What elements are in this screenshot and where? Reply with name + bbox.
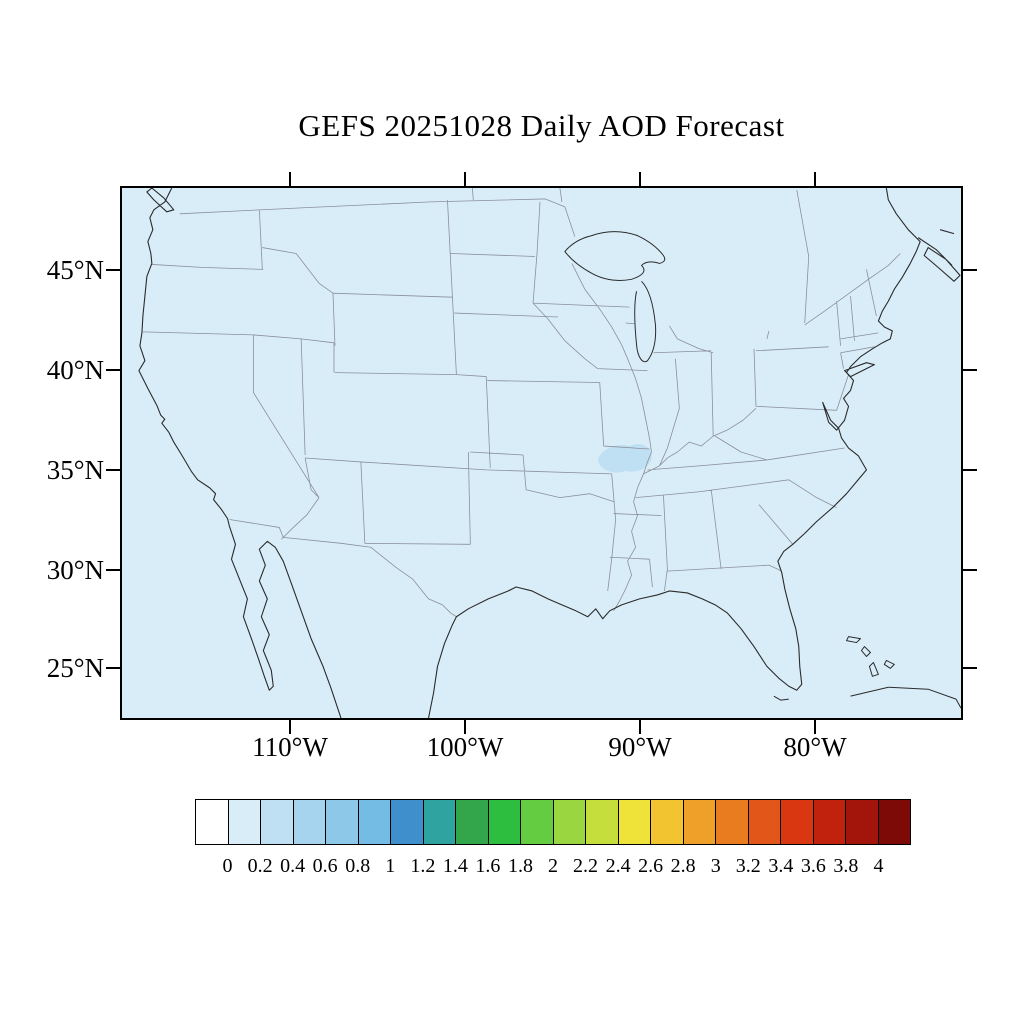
colorbar-tick-label: 0.6 xyxy=(312,855,338,877)
bottom-tick-mark xyxy=(814,720,816,734)
right-tick-mark xyxy=(963,369,977,371)
colorbar-cell xyxy=(423,800,456,844)
right-tick-mark xyxy=(963,569,977,571)
right-tick-mark xyxy=(963,269,977,271)
right-tick-mark xyxy=(963,469,977,471)
colorbar-cell xyxy=(196,800,229,844)
aod-field-background xyxy=(122,188,961,718)
colorbar-cell xyxy=(488,800,521,844)
figure-title: GEFS 20251028 Daily AOD Forecast xyxy=(298,108,785,143)
lon-tick-label: 100°W xyxy=(426,732,504,762)
bottom-tick-mark xyxy=(464,720,466,734)
colorbar-cell xyxy=(781,800,814,844)
coastlines xyxy=(138,188,961,718)
colorbar-tick-label: 3.2 xyxy=(735,855,761,877)
colorbar-cell xyxy=(521,800,554,844)
colorbar-tick-label: 2.8 xyxy=(670,855,696,877)
lon-tick-label: 90°W xyxy=(608,732,672,762)
islands xyxy=(773,636,961,709)
left-tick-mark xyxy=(106,269,120,271)
top-tick-mark xyxy=(464,172,466,186)
colorbar-cell xyxy=(618,800,651,844)
colorbar-cell xyxy=(586,800,619,844)
left-tick-mark xyxy=(106,469,120,471)
colorbar-cell xyxy=(391,800,424,844)
colorbar-tick-label: 0.4 xyxy=(280,855,306,877)
top-tick-mark xyxy=(289,172,291,186)
top-tick-mark xyxy=(639,172,641,186)
colorbar-tick-label: 3.6 xyxy=(800,855,826,877)
colorbar-tick-label: 1.4 xyxy=(442,855,468,877)
bottom-tick-mark xyxy=(289,720,291,734)
right-tick-mark xyxy=(963,667,977,669)
colorbar-cell xyxy=(261,800,294,844)
great-lakes xyxy=(564,231,666,363)
colorbar-tick-label: 0 xyxy=(222,855,233,877)
colorbar-tick-label: 1.6 xyxy=(475,855,501,877)
left-tick-mark xyxy=(106,667,120,669)
lon-tick-label: 80°W xyxy=(783,732,847,762)
colorbar-cell xyxy=(846,800,879,844)
lon-tick-label: 110°W xyxy=(252,732,328,762)
left-tick-mark xyxy=(106,569,120,571)
colorbar-tick-label: 3.4 xyxy=(768,855,794,877)
colorbar-tick-label: 2.2 xyxy=(573,855,599,877)
aod-patch xyxy=(597,444,652,473)
colorbar-cell xyxy=(293,800,326,844)
colorbar-tick-label: 2.4 xyxy=(605,855,631,877)
lat-tick-label: 45°N xyxy=(46,255,104,285)
colorbar-cell xyxy=(553,800,586,844)
colorbar-tick-label: 1.8 xyxy=(507,855,533,877)
colorbar-cell xyxy=(358,800,391,844)
colorbar-tick-label: 2.6 xyxy=(638,855,664,877)
colorbar-tick-label: 2 xyxy=(548,855,558,877)
colorbar-cell xyxy=(651,800,684,844)
colorbar xyxy=(195,799,911,845)
colorbar-cell xyxy=(228,800,261,844)
colorbar-cell xyxy=(748,800,781,844)
colorbar-cell xyxy=(326,800,359,844)
colorbar-cell xyxy=(683,800,716,844)
colorbar-labels: 0 0.2 0.4 0.6 0.8 1 1.2 1.4 1.6 1.8 2 2.2 2.4 2.6 2.8 3… xyxy=(195,854,911,880)
lat-tick-label: 35°N xyxy=(46,455,104,485)
colorbar-cell xyxy=(813,800,846,844)
left-tick-mark xyxy=(106,369,120,371)
colorbar-tick-label: 1 xyxy=(385,855,396,877)
colorbar-tick-label: 0.2 xyxy=(247,855,273,877)
colorbar-tick-label: 1.2 xyxy=(410,855,436,877)
colorbar-tick-label: 0.8 xyxy=(345,855,371,877)
colorbar-cell xyxy=(716,800,749,844)
colorbar-cell xyxy=(878,800,910,844)
colorbar-tick-label: 4 xyxy=(873,855,884,877)
lat-tick-label: 30°N xyxy=(46,555,104,585)
colorbar-cell xyxy=(456,800,489,844)
us-map xyxy=(122,188,961,718)
colorbar-tick-label: 3 xyxy=(710,855,721,877)
bottom-tick-mark xyxy=(639,720,641,734)
lat-tick-label: 25°N xyxy=(46,653,104,683)
lat-tick-label: 40°N xyxy=(46,355,104,385)
map-frame xyxy=(120,186,963,720)
colorbar-tick-label: 3.8 xyxy=(833,855,859,877)
top-tick-mark xyxy=(814,172,816,186)
state-borders xyxy=(142,188,901,618)
